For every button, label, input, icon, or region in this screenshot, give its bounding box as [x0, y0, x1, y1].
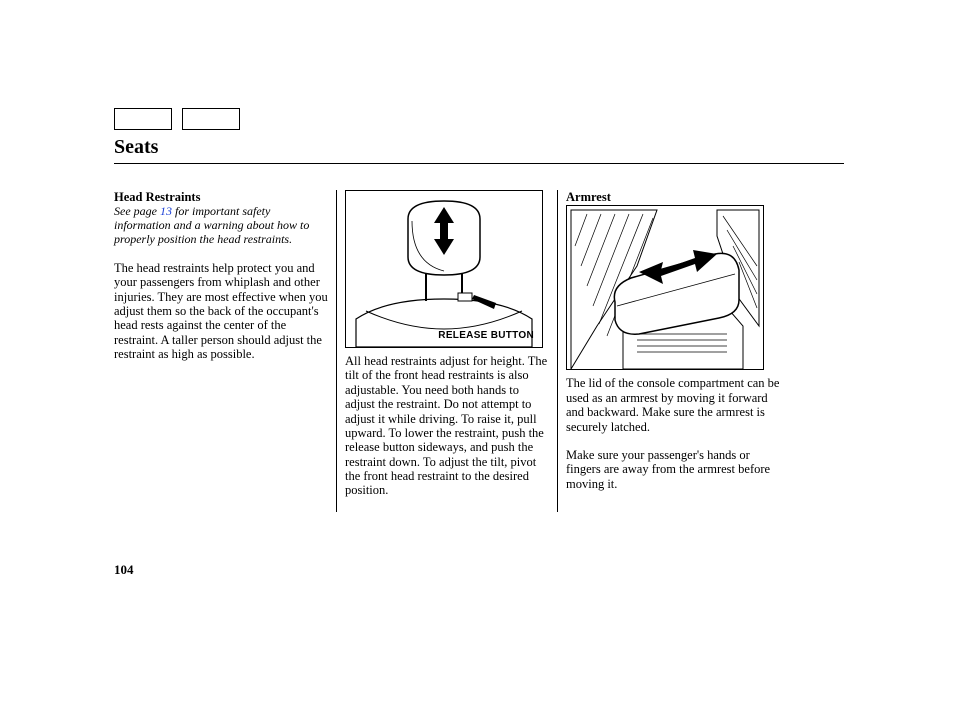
- armrest-svg: [567, 206, 763, 369]
- safety-note: See page 13 for important safety informa…: [114, 205, 328, 246]
- link-box-1[interactable]: [114, 108, 172, 130]
- adjust-para: All head restraints adjust for height. T…: [345, 354, 549, 498]
- top-link-boxes: [114, 108, 854, 130]
- content-columns: Head Restraints See page 13 for importan…: [114, 190, 844, 512]
- headrest-figure: RELEASE BUTTON: [345, 190, 543, 348]
- armrest-heading: Armrest: [566, 190, 780, 204]
- release-button-label: RELEASE BUTTON: [438, 330, 534, 342]
- headrest-svg: [346, 191, 542, 347]
- column-3: Armrest: [558, 190, 780, 512]
- head-restraints-para: The head restraints help protect you and…: [114, 261, 328, 362]
- note-page-link[interactable]: 13: [160, 204, 172, 218]
- title-rule: [114, 163, 844, 164]
- head-restraints-heading: Head Restraints: [114, 190, 328, 204]
- column-1: Head Restraints See page 13 for importan…: [114, 190, 336, 512]
- armrest-figure: [566, 205, 764, 370]
- manual-page: Seats Head Restraints See page 13 for im…: [0, 0, 954, 710]
- armrest-para2: Make sure your passenger's hands or fing…: [566, 448, 780, 491]
- column-2: RELEASE BUTTON All head restraints adjus…: [336, 190, 558, 512]
- note-pre: See page: [114, 204, 160, 218]
- armrest-para1: The lid of the console compartment can b…: [566, 376, 780, 434]
- page-number: 104: [114, 562, 134, 578]
- link-box-2[interactable]: [182, 108, 240, 130]
- page-title: Seats: [114, 136, 854, 159]
